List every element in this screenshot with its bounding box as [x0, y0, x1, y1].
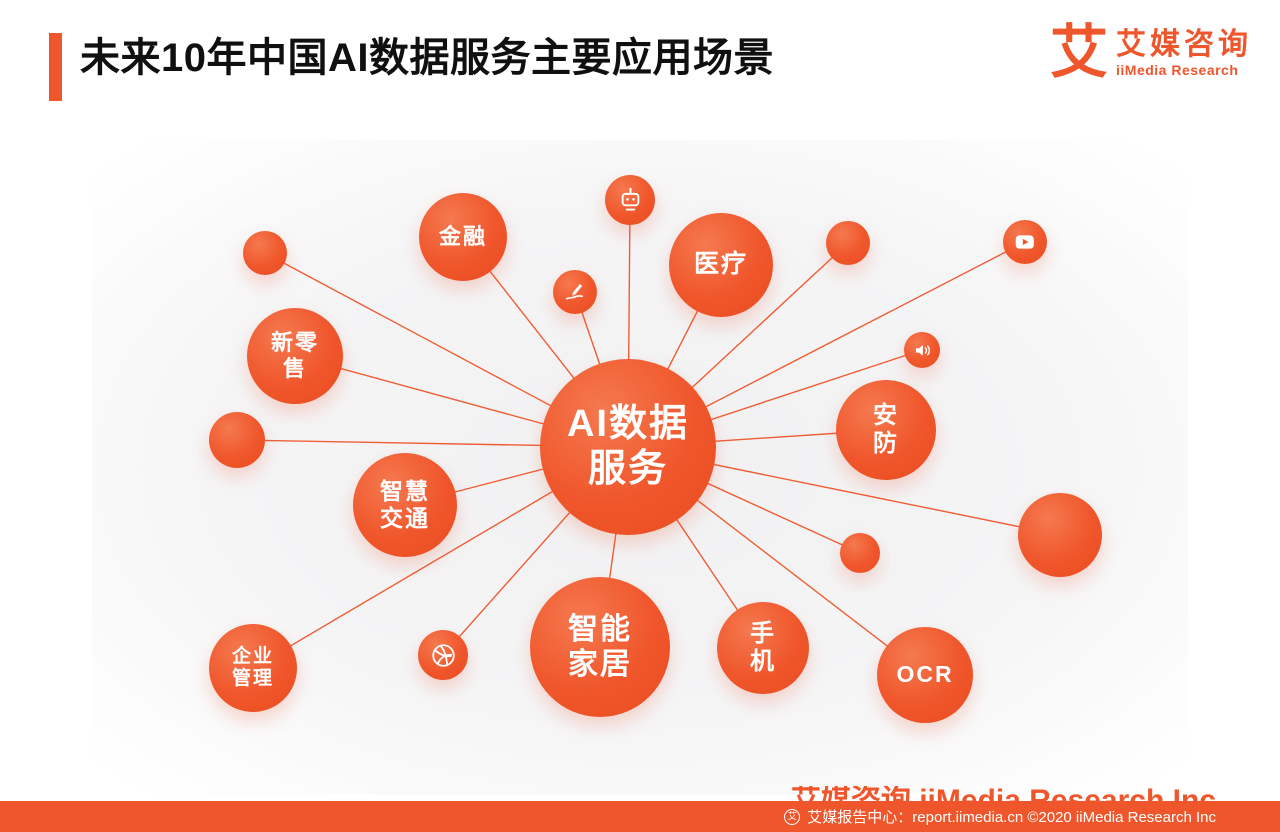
- node-label: 售: [282, 356, 307, 381]
- watermark-text: 艾媒咨询 iiMedia Research Inc: [791, 786, 1216, 801]
- signature-icon: [566, 284, 584, 300]
- node-dot-top-left: [243, 231, 287, 275]
- node-finance: 金融: [419, 193, 507, 281]
- robot-icon: [621, 187, 639, 211]
- voice-icon: [915, 344, 930, 356]
- node-label: 手: [750, 619, 776, 647]
- footer-logo-icon: 艾: [784, 808, 801, 825]
- node-mobile-phone: 手机: [717, 602, 809, 694]
- footer-text: 艾媒报告中心：report.iimedia.cn ©2020 iiMedia R…: [807, 809, 1216, 826]
- play-video-icon: [1015, 235, 1035, 249]
- center-label-line-2: 服务: [587, 448, 668, 490]
- node-dot-left: [209, 412, 265, 468]
- node-video: [1003, 220, 1047, 264]
- node-label: 交通: [380, 505, 430, 531]
- node-label: OCR: [896, 661, 954, 688]
- page-title: 未来10年中国AI数据服务主要应用场景: [80, 36, 774, 80]
- footer-bar: 艾 艾媒报告中心：report.iimedia.cn ©2020 iiMedia…: [0, 801, 1280, 832]
- node-label: 智慧: [380, 477, 430, 504]
- node-dribbble: [418, 630, 468, 680]
- node-ai-data-service: AI数据 服务: [540, 359, 716, 535]
- node-dot-top-right: [826, 221, 870, 265]
- node-smart-home: 智能 家居: [530, 577, 670, 717]
- node-medical: 医疗: [669, 213, 773, 317]
- node-label: 智能: [568, 612, 632, 646]
- node-label: 企业: [231, 645, 274, 667]
- node-label: 家居: [568, 648, 632, 681]
- node-label: 防: [873, 430, 899, 457]
- brand-name-cn: 艾媒咨询: [1116, 27, 1252, 61]
- node-robot: [605, 175, 655, 225]
- dribbble-icon: [431, 643, 455, 667]
- node-security: 安防: [836, 380, 936, 480]
- node-label: 管理: [231, 668, 274, 689]
- brand-name-en: iiMedia Research: [1116, 61, 1239, 78]
- node-label: 新零: [270, 330, 319, 356]
- center-label-line-1: AI数据: [566, 403, 689, 446]
- node-dot-mid-right: [840, 533, 880, 573]
- node-signature: [553, 270, 597, 314]
- brand-logo-text: 艾媒咨询 iiMedia Research: [1116, 27, 1252, 78]
- node-dot-right-large: [1018, 493, 1102, 577]
- node-label: 机: [750, 648, 776, 675]
- node-voice: [904, 332, 940, 368]
- node-label: 医疗: [693, 250, 748, 279]
- brand-logo: 艾 艾媒咨询 iiMedia Research: [1050, 24, 1252, 82]
- brand-logo-icon: 艾: [1049, 20, 1108, 85]
- node-label: 安: [873, 401, 899, 429]
- node-label: 金融: [438, 224, 487, 250]
- node-ocr: OCR: [877, 627, 973, 723]
- node-new-retail: 新零售: [247, 308, 343, 404]
- node-smart-transport: 智慧 交通: [353, 453, 457, 557]
- node-enterprise-mgmt: 企业 管理: [209, 624, 297, 712]
- title-accent-bar: [49, 33, 62, 101]
